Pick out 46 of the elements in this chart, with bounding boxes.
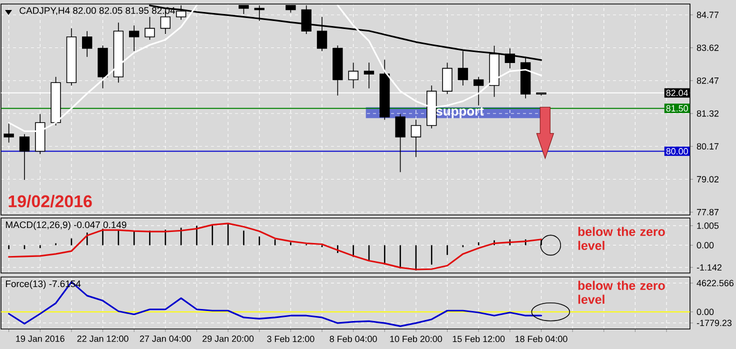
ref-line-label: 82.04 — [666, 90, 688, 96]
candlestick — [332, 45, 343, 96]
x-tick-label: 29 Jan 20:00 — [202, 336, 254, 342]
y-tick-label: 80.17 — [696, 143, 719, 150]
y-tick-label: 0.00 — [696, 308, 714, 316]
y-tick-label: 0.00 — [696, 242, 714, 248]
candlestick — [19, 134, 30, 180]
y-tick-label: 83.62 — [696, 44, 719, 51]
candlestick — [98, 45, 108, 89]
candlestick — [364, 62, 374, 89]
candlestick — [144, 16, 155, 40]
y-tick-label: 1.005 — [697, 222, 719, 229]
x-tick-label: 10 Feb 20:00 — [390, 336, 442, 342]
candlestick — [348, 62, 358, 89]
candlestick — [395, 114, 406, 173]
line-series — [8, 281, 542, 327]
y-tick-label: -1779.23 — [696, 320, 732, 326]
chart-title: MACD(12,26,9) -0.047 0.149 — [6, 221, 126, 230]
candlestick — [380, 59, 390, 120]
candlestick — [82, 30, 92, 58]
x-tick-label: 19 Jan 2016 — [16, 336, 64, 342]
annotation: below the zero level — [578, 226, 665, 250]
candlestick — [113, 22, 124, 84]
y-tick-label: 79.02 — [696, 176, 719, 182]
y-tick-label: 81.32 — [696, 110, 719, 117]
y-tick-label: 84.77 — [696, 12, 719, 18]
x-tick-label: 22 Jan 12:00 — [77, 336, 128, 342]
ref-line-label: 81.50 — [666, 105, 688, 112]
x-tick-label: 15 Feb 12:00 — [452, 336, 505, 342]
annotation: 19/02/2016 — [8, 194, 92, 208]
candlestick — [474, 76, 484, 106]
y-tick-label: 82.47 — [696, 77, 719, 84]
candlestick — [316, 16, 328, 52]
annotation: below the zero level — [578, 280, 665, 304]
ref-line-label: 80.00 — [666, 148, 688, 154]
x-tick-label: 3 Feb 12:00 — [267, 336, 314, 342]
x-tick-label: 18 Feb 04:00 — [516, 336, 568, 342]
x-tick-label: 27 Jan 04:00 — [140, 336, 191, 342]
y-tick-label: -1.142 — [696, 264, 722, 271]
candlestick — [4, 122, 14, 144]
x-tick-label: 8 Feb 04:00 — [330, 336, 377, 342]
y-tick-label: 4622.566 — [696, 280, 734, 286]
candlestick — [410, 119, 422, 158]
candlestick — [129, 25, 140, 52]
y-tick-label: 77.87 — [696, 208, 719, 216]
candlestick — [66, 28, 77, 86]
